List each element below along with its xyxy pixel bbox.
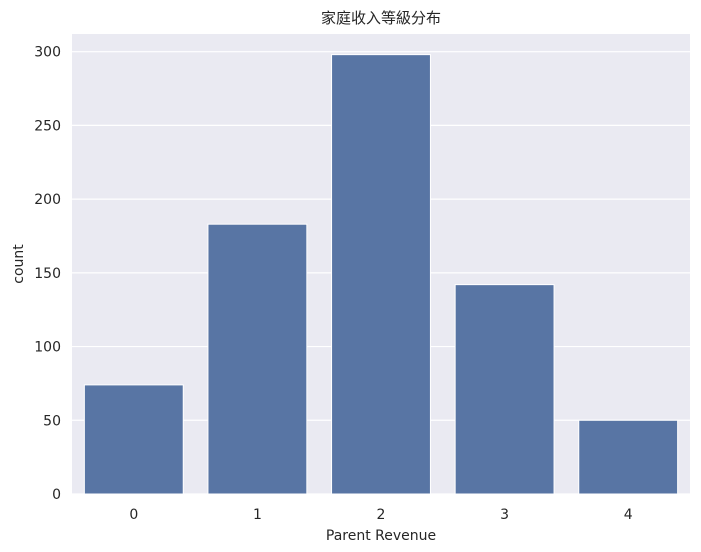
y-tick-label: 300 (34, 45, 61, 61)
x-axis-ticks: 0 1 2 3 4 (129, 507, 632, 523)
y-tick-label: 250 (34, 118, 61, 134)
x-axis-label: Parent Revenue (326, 528, 436, 544)
bar-2 (331, 54, 431, 495)
bar-4 (578, 419, 679, 495)
y-tick-label: 150 (34, 266, 61, 282)
y-tick-label: 0 (52, 487, 61, 503)
y-axis-label: count (11, 244, 27, 284)
y-tick-label: 100 (34, 340, 61, 356)
bars (83, 54, 679, 495)
y-tick-label: 50 (43, 413, 61, 429)
y-tick-label: 200 (34, 192, 61, 208)
y-axis-ticks: 0 50 100 150 200 250 300 (34, 45, 61, 503)
x-tick-label: 2 (377, 507, 386, 523)
x-tick-label: 4 (624, 507, 633, 523)
x-tick-label: 1 (253, 507, 262, 523)
bar-3 (454, 284, 555, 495)
bar-1 (207, 223, 308, 495)
x-tick-label: 0 (129, 507, 138, 523)
x-tick-label: 3 (500, 507, 509, 523)
bar-0 (83, 384, 184, 495)
chart-title: 家庭收入等級分布 (321, 9, 441, 27)
